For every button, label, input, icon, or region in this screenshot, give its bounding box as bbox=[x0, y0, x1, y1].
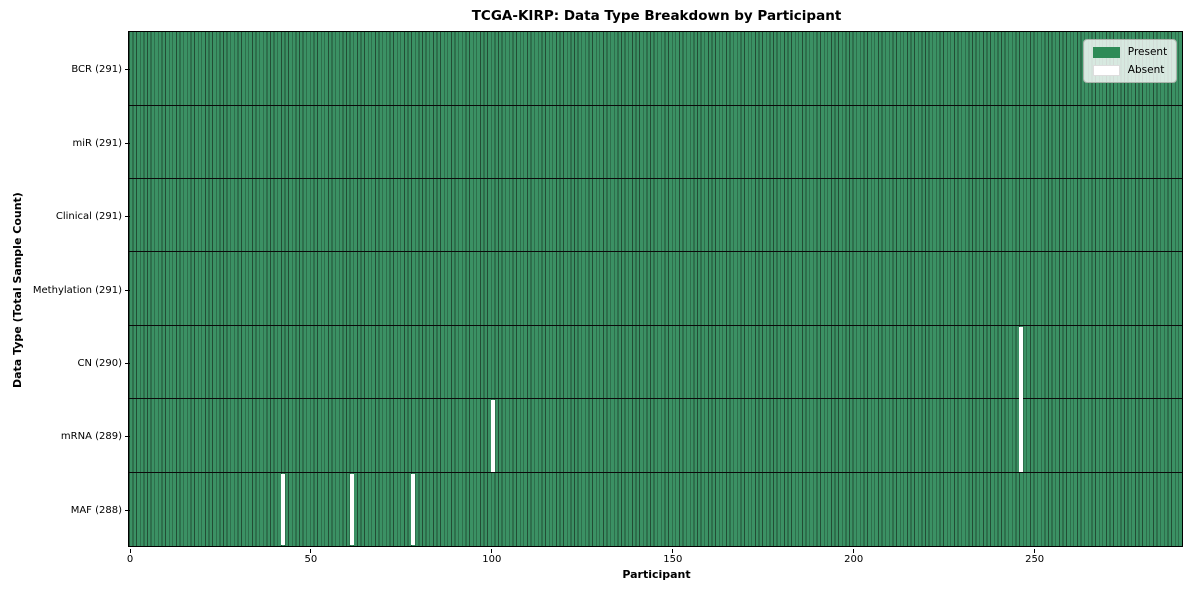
legend-swatch-present bbox=[1092, 46, 1120, 58]
x-tick bbox=[672, 548, 674, 553]
legend-label: Present bbox=[1127, 46, 1168, 59]
absent-gap bbox=[280, 473, 286, 546]
y-tick bbox=[125, 289, 130, 291]
x-tick bbox=[129, 548, 131, 553]
absent-gap bbox=[411, 473, 416, 546]
y-tick bbox=[125, 509, 130, 511]
y-tick-label: CN (290) bbox=[77, 357, 122, 369]
x-tick-label: 100 bbox=[482, 554, 502, 565]
row-mRNA bbox=[129, 399, 1183, 473]
absent-gap bbox=[1019, 326, 1024, 472]
x-tick-label: 0 bbox=[126, 554, 134, 565]
legend-label: Absent bbox=[1127, 64, 1165, 77]
legend-item-present: Present bbox=[1092, 46, 1168, 59]
absent-gap bbox=[349, 473, 354, 546]
x-tick bbox=[853, 548, 855, 553]
rows-container bbox=[129, 32, 1183, 546]
chart-title: TCGA-KIRP: Data Type Breakdown by Partic… bbox=[471, 8, 842, 24]
absent-gap bbox=[490, 400, 495, 472]
y-tick-label: Clinical (291) bbox=[55, 211, 122, 223]
plot-area: Present Absent bbox=[128, 31, 1184, 548]
legend: Present Absent bbox=[1082, 39, 1178, 84]
y-tick-label: MAF (288) bbox=[70, 504, 122, 516]
y-tick-label: miR (291) bbox=[72, 137, 122, 149]
x-axis-label: Participant bbox=[622, 568, 691, 581]
row-CN bbox=[129, 326, 1183, 400]
y-tick bbox=[125, 436, 130, 438]
legend-swatch-absent bbox=[1092, 64, 1120, 76]
row-BCR bbox=[129, 32, 1183, 106]
x-tick bbox=[310, 548, 312, 553]
x-tick-label: 250 bbox=[1025, 554, 1045, 565]
x-tick-label: 50 bbox=[304, 554, 318, 565]
x-tick bbox=[1034, 548, 1036, 553]
y-tick bbox=[125, 69, 130, 71]
y-tick bbox=[125, 216, 130, 218]
row-Clinical bbox=[129, 179, 1183, 253]
legend-item-absent: Absent bbox=[1092, 64, 1167, 77]
absent-gaps-container bbox=[129, 32, 1182, 546]
y-tick-label: BCR (291) bbox=[71, 64, 122, 76]
row-miR bbox=[129, 106, 1183, 180]
x-tick-label: 200 bbox=[844, 554, 864, 565]
y-tick-label: Methylation (291) bbox=[32, 284, 122, 296]
x-tick-label: 150 bbox=[663, 554, 683, 565]
y-tick-label: mRNA (289) bbox=[60, 431, 122, 443]
x-tick bbox=[491, 548, 493, 553]
y-tick bbox=[125, 362, 130, 364]
row-Methylation bbox=[129, 252, 1183, 326]
y-tick bbox=[125, 142, 130, 144]
